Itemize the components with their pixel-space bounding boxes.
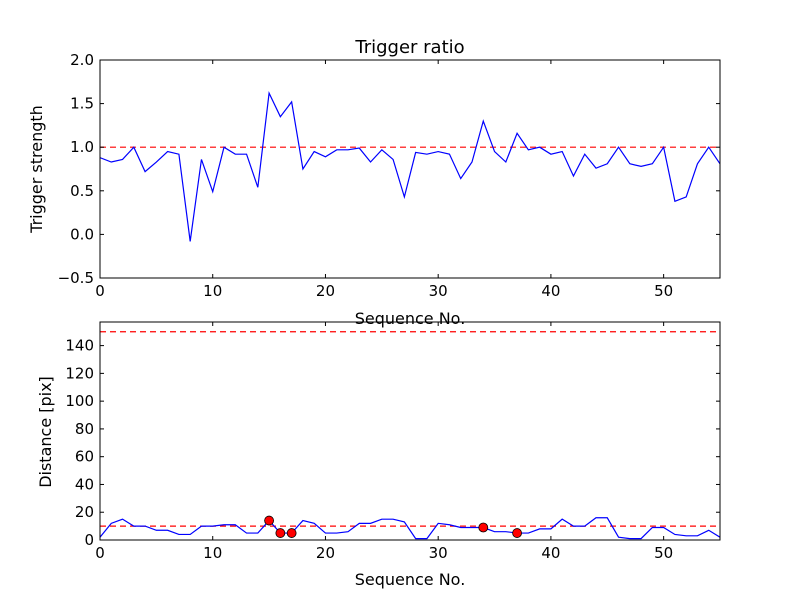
y-tick-label: 1.5 — [70, 95, 94, 113]
flagged-point — [264, 515, 274, 526]
x-tick-label: 10 — [203, 282, 222, 300]
x-axis-label: Sequence No. — [355, 570, 466, 589]
plot-area — [100, 91, 720, 242]
axes-frame — [99, 59, 721, 279]
series-line — [100, 91, 720, 242]
distance-plot: Sequence No. Distance [pix] 0 10 20 30 40 50 0… — [36, 321, 721, 589]
y-tick-label: 2.0 — [70, 51, 94, 69]
y-tick-label: 80 — [75, 420, 94, 438]
x-tick-label: 30 — [429, 282, 448, 300]
series-line — [100, 517, 720, 540]
flagged-point — [478, 522, 489, 533]
x-tick-label: 50 — [654, 544, 673, 562]
y-tick-label: 60 — [75, 448, 94, 466]
x-tick-label: 50 — [654, 282, 673, 300]
plot-area — [100, 331, 720, 540]
flagged-point — [275, 528, 286, 538]
x-axis-label: Sequence No. — [355, 309, 466, 328]
x-tick-label: 0 — [95, 282, 105, 300]
y-tick-label: 120 — [65, 364, 94, 382]
y-axis-label: Distance [pix] — [36, 376, 55, 488]
x-tick-label: 30 — [429, 544, 448, 562]
x-tick-label: 20 — [316, 544, 335, 562]
y-tick-label: 0 — [84, 531, 94, 549]
flagged-point — [512, 528, 522, 538]
chart-title: Trigger ratio — [354, 37, 464, 58]
y-tick-label: 0.0 — [70, 225, 94, 243]
x-tick-label: 40 — [541, 544, 560, 562]
x-tick-label: 10 — [203, 544, 222, 562]
y-axis-label: Trigger strength — [27, 105, 46, 234]
axes-frame — [99, 321, 721, 541]
y-tick-label: 1.0 — [70, 138, 94, 156]
y-tick-label: 140 — [65, 337, 94, 355]
y-tick-label: −0.5 — [58, 269, 94, 287]
flagged-point — [286, 528, 297, 538]
y-tick-label: 0.5 — [70, 182, 94, 200]
x-tick-label: 0 — [95, 544, 105, 562]
y-tick-label: 100 — [65, 392, 94, 410]
x-tick-label: 40 — [541, 282, 560, 300]
x-tick-label: 20 — [316, 282, 335, 300]
y-tick-label: 40 — [75, 475, 94, 493]
trigger-ratio-plot: Trigger ratio Sequence No. Trigger stren… — [27, 37, 721, 328]
y-tick-label: 20 — [75, 503, 94, 521]
